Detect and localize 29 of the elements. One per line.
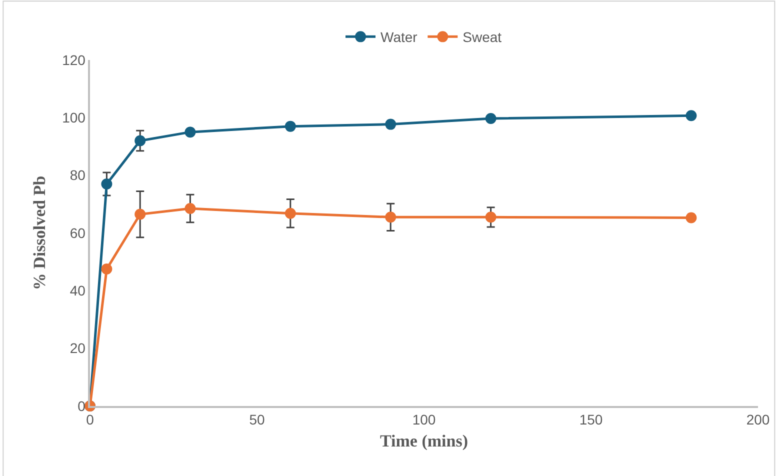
point	[385, 212, 396, 223]
legend-label: Sweat	[462, 29, 502, 46]
y-tick-label: 80	[70, 167, 86, 184]
point	[686, 110, 697, 122]
point	[385, 118, 396, 130]
point	[134, 135, 146, 146]
y-tick-label: 120	[62, 52, 86, 68]
point	[284, 208, 296, 219]
point	[184, 202, 196, 214]
point	[485, 113, 496, 124]
legend-label: Water	[380, 29, 418, 46]
point	[101, 264, 112, 275]
y-tick-label: 40	[70, 282, 86, 299]
point	[184, 126, 196, 138]
point	[284, 120, 296, 132]
x-axis-title: Time (mins)	[380, 431, 468, 450]
point	[686, 212, 697, 224]
x-tick-label: 200	[746, 412, 770, 428]
x-tick-label: 100	[412, 412, 436, 428]
point	[101, 178, 112, 190]
point	[134, 208, 146, 220]
y-axis-title: % Dissolved Pb	[30, 176, 50, 290]
x-tick-label: 150	[579, 412, 603, 428]
y-tick-label: 0	[78, 398, 86, 414]
x-tick-label: 50	[249, 412, 265, 428]
y-tick-label: 100	[62, 110, 86, 126]
point	[485, 212, 496, 223]
y-tick-label: 20	[70, 340, 86, 356]
y-tick-label: 60	[70, 224, 86, 241]
